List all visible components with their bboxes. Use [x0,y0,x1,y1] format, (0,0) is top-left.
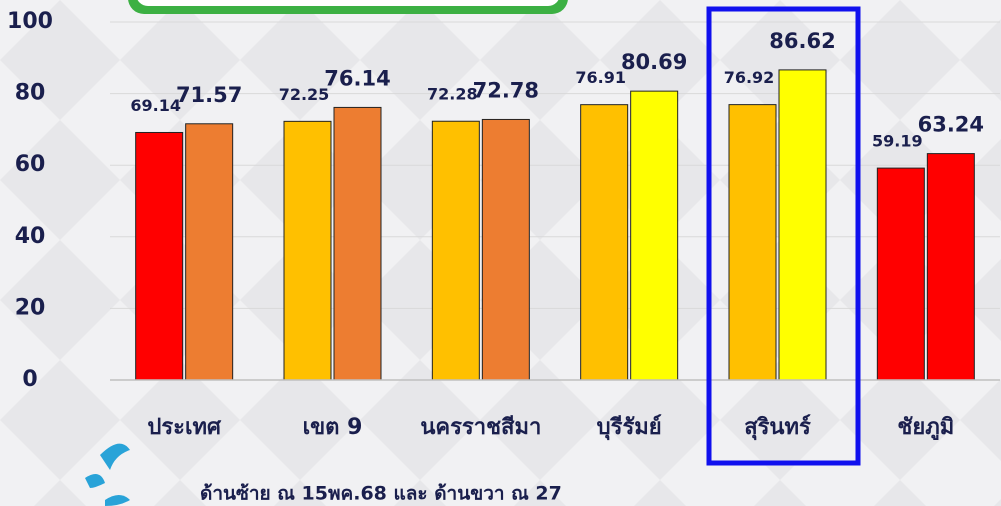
bar [876,167,925,381]
butterfly [85,443,130,506]
value-label: 76.14 [324,66,390,90]
bar [481,118,530,381]
y-tick-label: 40 [15,224,46,249]
value-label: 76.92 [724,68,775,87]
value-label: 72.78 [473,78,539,102]
highlight-box [706,6,861,466]
value-label: 69.14 [130,96,181,115]
bar [926,153,975,381]
bar [431,120,480,381]
value-label: 59.19 [872,132,923,151]
value-label: 72.28 [427,85,478,104]
bar [778,69,827,381]
y-tick-label: 80 [15,81,46,106]
x-tick-label: เขต 9 [303,415,363,440]
value-label: 80.69 [621,50,687,74]
value-label: 72.25 [279,85,330,104]
bar [333,106,382,381]
bar [185,123,234,381]
bar [135,131,184,381]
bar [283,120,332,381]
bar [580,104,629,381]
y-tick-label: 0 [22,367,37,392]
x-tick-label: นครราชสีมา [420,415,541,440]
y-tick-label: 60 [15,152,46,177]
value-label: 86.62 [769,29,835,53]
y-tick-label: 20 [15,295,46,320]
value-label: 71.57 [176,83,242,107]
x-tick-label: ประเทศ [147,415,222,440]
value-label: 63.24 [918,113,984,137]
bar [728,104,777,381]
x-tick-label: บุรีรัมย์ [597,414,662,441]
footnote: ด้านซ้าย ณ 15พค.68 และ ด้านขวา ณ 27 [200,483,562,505]
bar [630,90,679,381]
x-tick-label: สุรินทร์ [744,414,811,441]
y-tick-label: 100 [7,9,53,34]
x-tick-label: ชัยภูมิ [897,415,954,441]
header-box-inner [137,0,559,6]
value-label: 76.91 [575,68,626,87]
